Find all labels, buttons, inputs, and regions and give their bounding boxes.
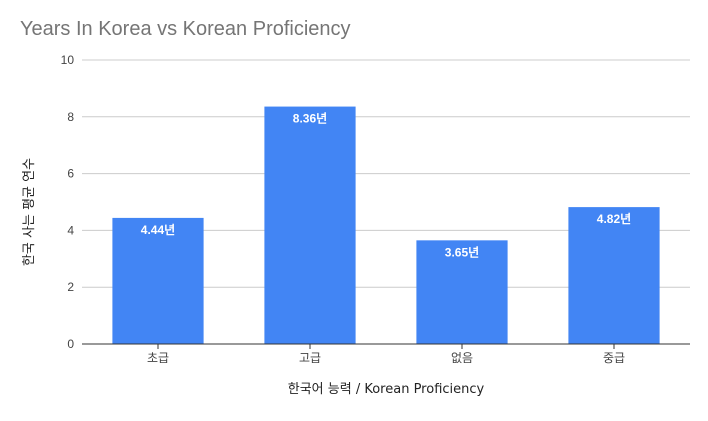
bar-data-label: 4.44년: [141, 223, 175, 237]
y-tick-label: 0: [67, 337, 74, 351]
bar-1: [112, 217, 204, 344]
chart-title: Years In Korea vs Korean Proficiency: [20, 18, 351, 40]
x-axis-ticks: 초급 고급 없음 중급: [147, 344, 625, 365]
x-axis-title: 한국어 능력 / Korean Proficiency: [288, 382, 485, 397]
y-tick-label: 2: [67, 280, 74, 294]
bars: 4.44년 8.36년 3.65년 4.82년: [112, 106, 660, 345]
bar-2: [264, 106, 356, 345]
x-tick-label: 고급: [299, 351, 321, 365]
x-tick-label: 없음: [451, 351, 473, 365]
x-tick-label: 초급: [147, 351, 169, 365]
bar-3: [416, 240, 508, 344]
y-tick-label: 8: [67, 110, 74, 124]
y-tick-label: 10: [61, 53, 75, 67]
y-axis-ticks: 0 2 4 6 8 10: [61, 53, 75, 351]
bar-data-label: 4.82년: [597, 212, 631, 226]
bar-data-label: 8.36년: [293, 112, 327, 126]
bar-4: [568, 207, 660, 344]
bar-data-label: 3.65년: [445, 245, 479, 259]
x-tick-label: 중급: [603, 351, 625, 365]
y-axis-title: 한국 사는 평균 연수: [22, 158, 37, 266]
y-tick-label: 4: [67, 223, 74, 237]
y-tick-label: 6: [67, 167, 74, 181]
